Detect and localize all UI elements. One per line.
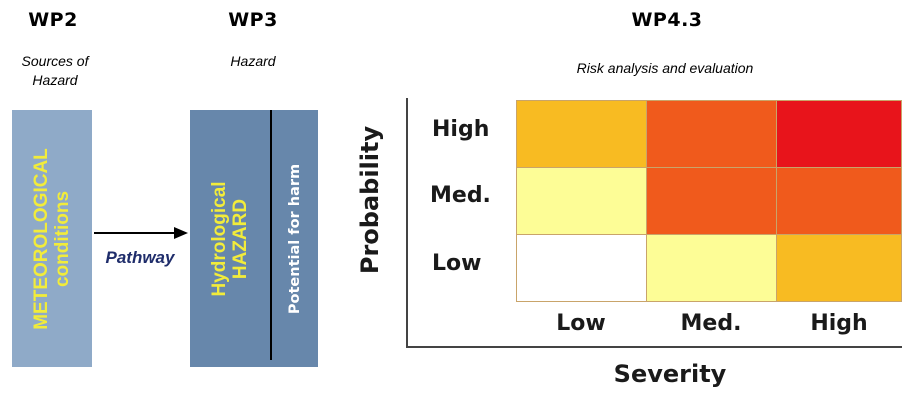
col-label-med: Med. [646, 311, 776, 336]
hydrological-text: Hydrological [209, 180, 230, 297]
divider-line [270, 110, 272, 360]
meteorological-text: METEOROLOGICAL [31, 147, 52, 330]
probability-axis-label: Probability [350, 105, 390, 295]
wp2-title: WP2 [28, 9, 78, 31]
col-label-low: Low [516, 311, 646, 336]
risk-cell-prob-low-sev-med [646, 234, 777, 302]
col-label-high: High [776, 311, 902, 336]
hazard-text: HAZARD [230, 198, 251, 279]
col-label-med-text: Med. [680, 311, 742, 336]
wp3-subtitle: Hazard [230, 53, 276, 69]
col-label-high-text: High [810, 311, 868, 336]
risk-cell-prob-med-sev-high [776, 167, 902, 235]
risk-cell-prob-med-sev-low [516, 167, 647, 235]
row-label-high: High [432, 117, 502, 142]
risk-cell-prob-high-sev-low [516, 100, 647, 168]
risk-cell-prob-high-sev-high [776, 100, 902, 168]
hydrological-hazard-box: Hydrological HAZARD Potential for harm [190, 110, 318, 367]
probability-text: Probability [356, 125, 384, 275]
meteorological-conditions-box: METEOROLOGICAL conditions [12, 110, 92, 367]
risk-cell-prob-low-sev-low [516, 234, 647, 302]
hydrological-hazard-label: Hydrological HAZARD [209, 181, 251, 296]
wp2-subtitle-line1: Sources of [21, 53, 89, 69]
y-axis-line [406, 98, 408, 348]
potential-for-harm-area: Potential for harm [272, 110, 318, 367]
x-axis-line [406, 346, 902, 348]
risk-matrix-grid [516, 100, 902, 302]
wp43-subtitle: Risk analysis and evaluation [576, 60, 754, 76]
hydrological-hazard-area: Hydrological HAZARD [190, 110, 270, 367]
potential-for-harm-label: Potential for harm [287, 163, 303, 314]
row-label-med-text: Med. [430, 183, 491, 208]
risk-cell-prob-high-sev-med [646, 100, 777, 168]
pathway-arrow [94, 227, 188, 239]
meteorological-conditions-label: METEOROLOGICAL conditions [31, 148, 73, 330]
wp3-title: WP3 [228, 9, 278, 31]
pathway-label: Pathway [105, 248, 175, 267]
wp43-title: WP4.3 [631, 9, 703, 31]
col-label-low-text: Low [556, 311, 606, 336]
row-label-low: Low [432, 251, 502, 276]
wp2-subtitle: Sources of Hazard [0, 52, 110, 90]
row-label-low-text: Low [432, 251, 482, 276]
wp2-subtitle-line2: Hazard [32, 72, 78, 88]
risk-cell-prob-med-sev-med [646, 167, 777, 235]
severity-axis-label: Severity [613, 360, 727, 388]
risk-cell-prob-low-sev-high [776, 234, 902, 302]
conditions-text: conditions [52, 190, 73, 287]
row-label-high-text: High [432, 117, 490, 142]
row-label-med: Med. [430, 183, 500, 208]
